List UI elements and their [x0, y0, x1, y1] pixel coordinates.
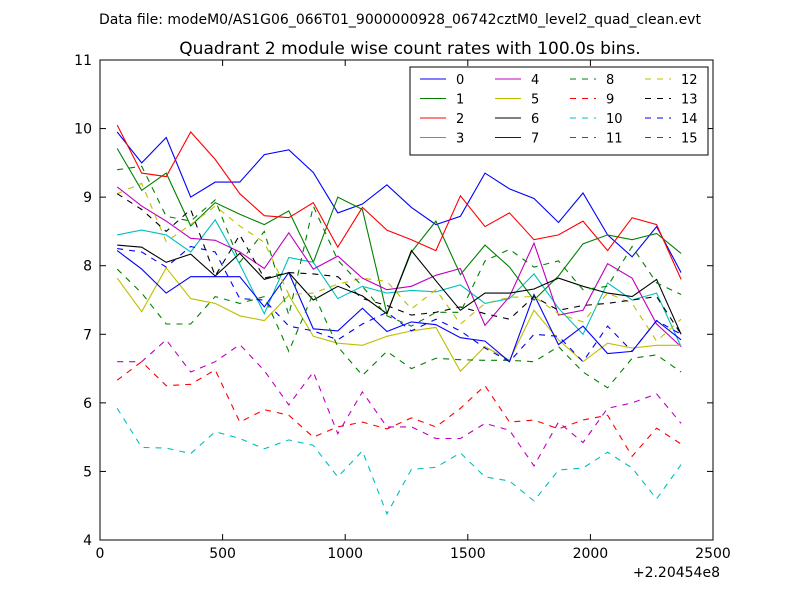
y-tick-label: 10	[74, 122, 92, 138]
x-tick-label: 2000	[573, 546, 609, 562]
series-line-9	[116, 360, 682, 458]
plot-frame	[99, 59, 714, 541]
series-line-5	[116, 266, 682, 373]
series-line-0	[116, 131, 682, 273]
series-line-1	[116, 148, 682, 316]
series-line-14	[117, 245, 682, 363]
series-line-6	[117, 244, 682, 335]
series-line-4	[116, 186, 682, 348]
legend-label-6: 6	[531, 112, 539, 127]
series-line-15	[117, 165, 682, 327]
series-line-8	[116, 268, 682, 389]
y-tick-label: 9	[83, 190, 92, 206]
y-tick-label: 11	[74, 53, 92, 69]
series-line-11	[117, 338, 682, 467]
series-line-12	[116, 182, 682, 342]
y-tick-label: 4	[83, 533, 92, 549]
legend-label-12: 12	[681, 73, 698, 88]
legend-label-8: 8	[606, 73, 614, 88]
y-tick-label: 7	[83, 327, 92, 343]
y-tick-label: 5	[83, 464, 92, 480]
chart-title: Quadrant 2 module wise count rates with …	[179, 39, 640, 59]
legend-label-14: 14	[681, 112, 698, 127]
series-line-7	[116, 250, 682, 363]
legend-label-15: 15	[681, 132, 698, 147]
data-file-label: Data file: modeM0/AS1G06_066T01_90000009…	[99, 12, 701, 28]
legend-label-2: 2	[456, 112, 464, 127]
legend-box	[409, 66, 709, 156]
legend-label-10: 10	[606, 112, 623, 127]
x-offset-label: +2.20454e8	[633, 565, 720, 581]
legend-label-3: 3	[456, 132, 464, 147]
series-line-10	[116, 408, 682, 516]
x-tick-label: 500	[209, 546, 236, 562]
x-tick-label: 1500	[450, 546, 486, 562]
legend-label-7: 7	[531, 132, 539, 147]
series-line-13	[116, 193, 682, 335]
legend-label-11: 11	[606, 132, 623, 147]
legend-label-9: 9	[606, 93, 614, 108]
x-tick-label: 0	[96, 546, 105, 562]
legend-label-13: 13	[681, 93, 698, 108]
legend-label-0: 0	[456, 73, 464, 88]
x-tick-label: 2500	[695, 546, 731, 562]
series-line-2	[116, 124, 682, 280]
y-tick-label: 6	[83, 396, 92, 412]
y-tick-label: 8	[83, 259, 92, 275]
series-line-3	[117, 218, 682, 347]
legend-label-4: 4	[531, 73, 539, 88]
legend-label-1: 1	[456, 93, 464, 108]
x-tick-label: 1000	[327, 546, 363, 562]
legend-label-5: 5	[531, 93, 539, 108]
series-layer	[116, 124, 682, 516]
